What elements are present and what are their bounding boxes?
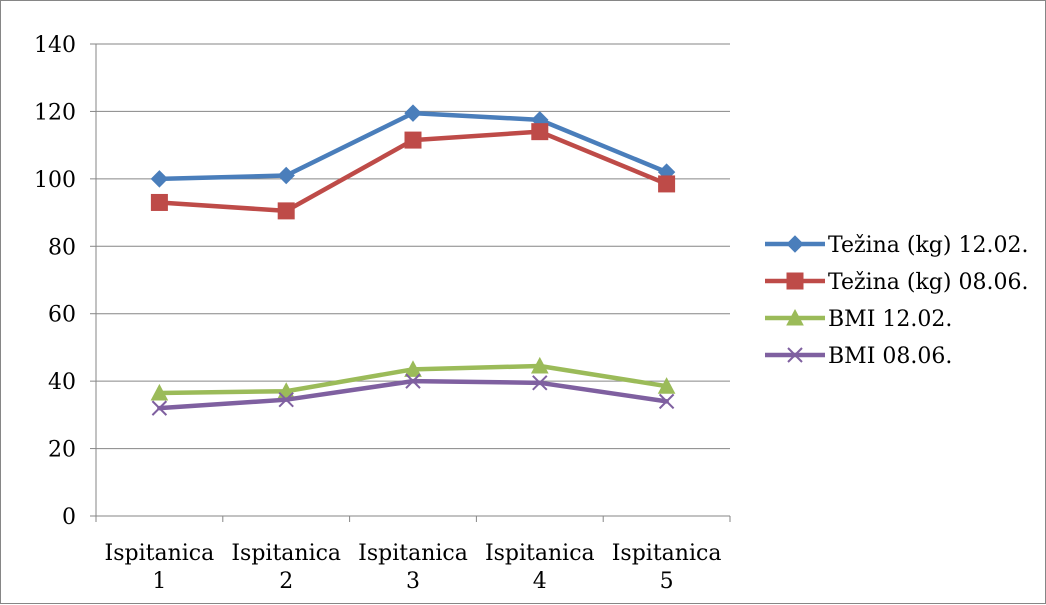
series-2: [150, 123, 676, 220]
y-tick-label: 60: [48, 303, 76, 328]
x-tick-label: Ispitanica 4: [485, 541, 595, 594]
data-point: [530, 356, 549, 374]
data-point: [405, 373, 421, 389]
data-point: [404, 360, 422, 377]
data-point: [658, 393, 675, 410]
legend-marker: [786, 308, 804, 326]
legend-marker: [786, 235, 804, 253]
axes: 0 20 40 60 80 100 120 140 Ispitanica 1 Ispitanica 2…: [34, 33, 731, 594]
series: [150, 104, 676, 416]
legend-marker: [787, 347, 803, 363]
data-point: [151, 400, 168, 416]
data-point: [277, 202, 295, 220]
x-tick-label: Ispitanica 2: [231, 541, 341, 594]
legend-label: BMI 12.02.: [828, 307, 952, 332]
legend-entry-4: BMI 08.06.: [765, 344, 952, 369]
data-point: [531, 123, 549, 141]
y-tick-label: 120: [34, 100, 76, 125]
y-tick-label: 140: [34, 33, 76, 58]
series-4: [151, 373, 675, 416]
data-point: [657, 377, 676, 394]
x-tick-label: Ispitanica 5: [612, 541, 722, 594]
data-point: [658, 175, 676, 193]
data-point: [150, 193, 168, 211]
legend-entry-3: BMI 12.02.: [765, 307, 952, 332]
y-tick-label: 0: [62, 505, 76, 530]
legend-label: BMI 08.06.: [828, 344, 952, 369]
legend-entry-1: Težina (kg) 12.02.: [765, 233, 1028, 258]
legend-marker: [786, 272, 804, 290]
legend-entry-2: Težina (kg) 08.06.: [765, 270, 1028, 295]
y-tick-label: 80: [48, 235, 76, 260]
series-line: [157, 378, 669, 411]
data-point: [277, 166, 295, 185]
legend: Težina (kg) 12.02. Težina (kg) 08.06. BMI …: [765, 233, 1028, 369]
x-tick-label: Ispitanica 1: [105, 541, 215, 594]
data-point: [404, 131, 422, 149]
legend-label: Težina (kg) 12.02.: [828, 233, 1028, 258]
data-point: [150, 170, 169, 188]
y-tick-label: 40: [48, 370, 76, 395]
data-point: [404, 104, 422, 122]
x-tick-label: Ispitanica 3: [358, 541, 468, 594]
legend-label: Težina (kg) 08.06.: [828, 270, 1028, 295]
data-point: [278, 391, 294, 408]
data-point: [532, 375, 548, 391]
y-tick-label: 100: [34, 168, 76, 193]
data-point: [150, 383, 169, 401]
y-tick-label: 20: [48, 438, 76, 463]
